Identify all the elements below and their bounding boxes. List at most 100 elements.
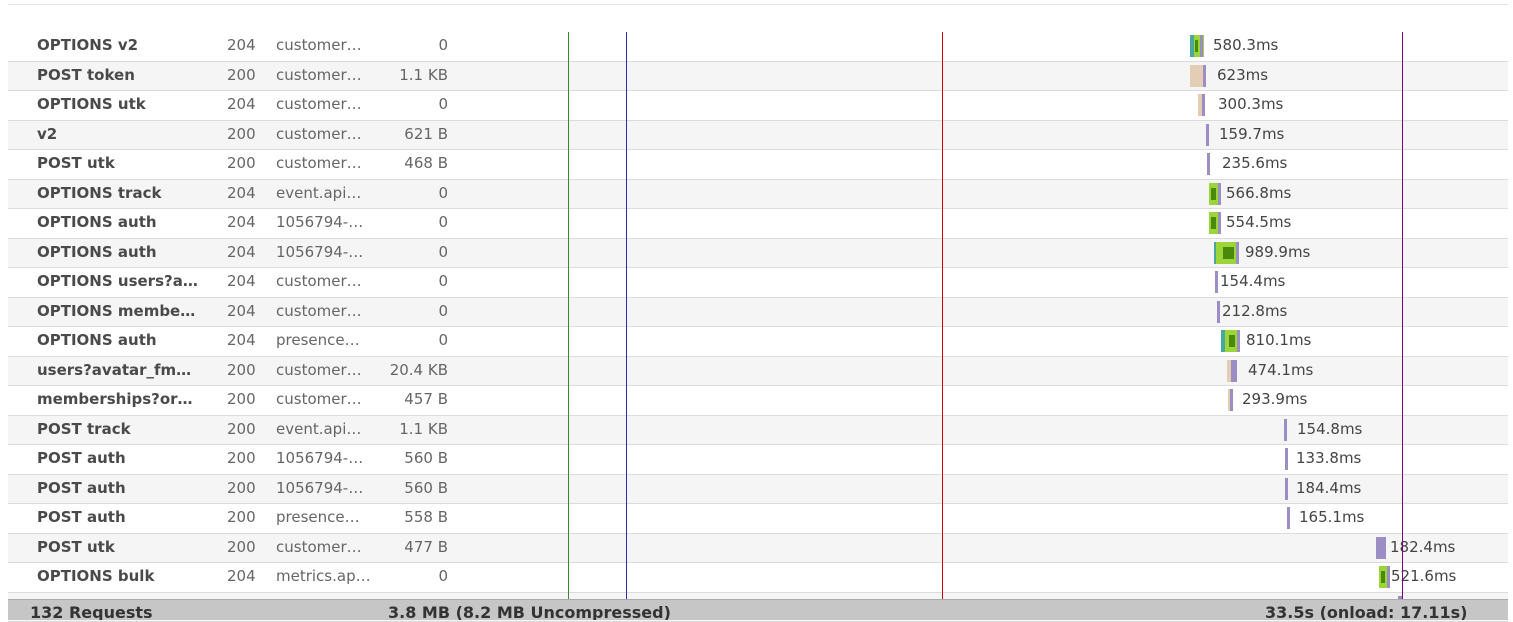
response-size: 0 xyxy=(376,95,448,113)
request-domain: customer… xyxy=(276,154,376,172)
response-size: 560 B xyxy=(376,479,448,497)
request-duration: 212.8ms xyxy=(1222,302,1287,320)
request-name: OPTIONS v2 xyxy=(37,36,227,54)
request-duration: 184.4ms xyxy=(1296,479,1361,497)
timing-segment-wait xyxy=(1207,153,1210,175)
timing-segment-wait xyxy=(1285,448,1288,470)
timing-segment-send xyxy=(1381,571,1385,583)
request-name: v2 xyxy=(37,125,227,143)
summary-bar: 132 Requests 3.8 MB (8.2 MB Uncompressed… xyxy=(8,599,1508,620)
timing-segment-send xyxy=(1229,335,1235,347)
timing-segment-wait xyxy=(1217,301,1220,323)
request-domain: customer… xyxy=(276,125,376,143)
request-count: 132 Requests xyxy=(30,603,153,620)
timing-segment-wait xyxy=(1218,212,1221,234)
request-duration: 182.4ms xyxy=(1390,538,1455,556)
transfer-size: 3.8 MB (8.2 MB Uncompressed) xyxy=(388,603,671,620)
timing-segment-wait xyxy=(1231,360,1237,382)
request-domain: customer… xyxy=(276,36,376,54)
request-name: OPTIONS auth xyxy=(37,331,227,349)
response-size: 558 B xyxy=(376,508,448,526)
request-name: POST auth xyxy=(37,508,227,526)
request-row[interactable]: users?avatar_fm…200 customer…20.4 KB 474.1… xyxy=(8,357,1508,387)
request-domain: customer… xyxy=(276,538,376,556)
request-name: OPTIONS bulk xyxy=(37,567,227,585)
timing-segment-wait xyxy=(1203,65,1206,87)
status-code: 200 xyxy=(227,449,267,467)
status-code: 200 xyxy=(227,361,267,379)
request-domain: presence… xyxy=(276,508,376,526)
timing-segment-wait xyxy=(1202,94,1205,116)
top-divider xyxy=(8,0,1508,5)
status-code: 200 xyxy=(227,66,267,84)
load-event-line xyxy=(942,32,943,599)
timing-segment-send xyxy=(1211,188,1216,200)
request-name: users?avatar_fm… xyxy=(37,361,227,379)
response-size: 20.4 KB xyxy=(376,361,448,379)
request-duration: 474.1ms xyxy=(1248,361,1313,379)
status-code: 200 xyxy=(227,420,267,438)
status-code: 204 xyxy=(227,184,267,202)
request-duration: 989.9ms xyxy=(1245,243,1310,261)
status-code: 200 xyxy=(227,125,267,143)
request-domain: customer… xyxy=(276,361,376,379)
status-code: 204 xyxy=(227,95,267,113)
request-name: POST token xyxy=(37,66,227,84)
request-name: OPTIONS auth xyxy=(37,243,227,261)
response-size: 477 B xyxy=(376,538,448,556)
timing-segment-send xyxy=(1223,247,1234,259)
request-duration: 133.8ms xyxy=(1296,449,1361,467)
first-paint-line xyxy=(626,32,627,599)
timing-segment-wait xyxy=(1376,537,1386,559)
request-domain: 1056794-… xyxy=(276,243,376,261)
request-domain: customer… xyxy=(276,302,376,320)
request-domain: presence… xyxy=(276,331,376,349)
request-name: POST auth xyxy=(37,479,227,497)
status-code: 200 xyxy=(227,479,267,497)
request-name: OPTIONS track xyxy=(37,184,227,202)
request-name: OPTIONS auth xyxy=(37,213,227,231)
request-domain: customer… xyxy=(276,66,376,84)
timing-segment-wait xyxy=(1206,124,1209,146)
timing-segment-wait xyxy=(1284,419,1287,441)
request-duration: 810.1ms xyxy=(1246,331,1311,349)
request-name: OPTIONS utk xyxy=(37,95,227,113)
request-domain: event.api… xyxy=(276,420,376,438)
response-size: 0 xyxy=(376,302,448,320)
status-code: 204 xyxy=(227,213,267,231)
request-domain: event.api… xyxy=(276,184,376,202)
request-name: POST utk xyxy=(37,154,227,172)
request-duration: 580.3ms xyxy=(1213,36,1278,54)
request-name: POST utk xyxy=(37,538,227,556)
request-duration: 154.8ms xyxy=(1297,420,1362,438)
status-code: 200 xyxy=(227,538,267,556)
response-size: 457 B xyxy=(376,390,448,408)
request-duration: 235.6ms xyxy=(1222,154,1287,172)
status-code: 204 xyxy=(227,331,267,349)
response-size: 560 B xyxy=(376,449,448,467)
request-duration: 165.1ms xyxy=(1299,508,1364,526)
response-size: 621 B xyxy=(376,125,448,143)
request-domain: 1056794-… xyxy=(276,479,376,497)
response-size: 1.1 KB xyxy=(376,420,448,438)
timing-segment-wait xyxy=(1387,566,1390,588)
request-duration: 300.3ms xyxy=(1218,95,1283,113)
